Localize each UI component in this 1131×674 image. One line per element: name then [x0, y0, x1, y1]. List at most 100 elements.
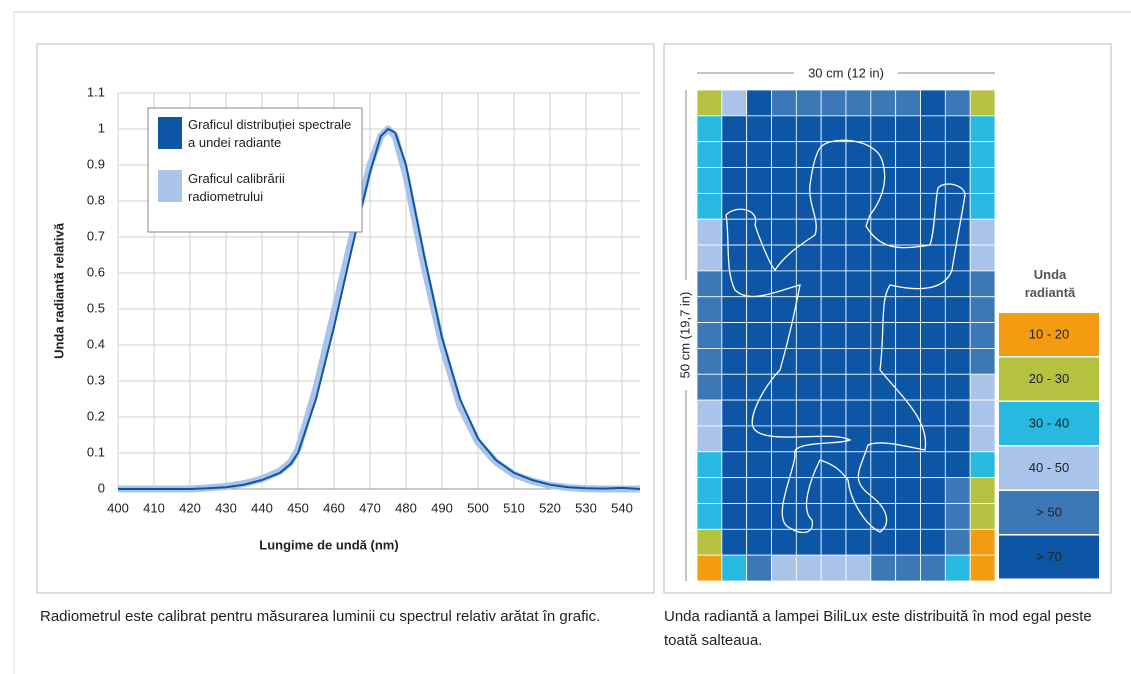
grid-cell	[945, 426, 970, 452]
grid-cell	[896, 297, 921, 323]
grid-cell	[747, 348, 772, 374]
grid-cell	[945, 555, 970, 581]
grid-cell	[697, 348, 722, 374]
grid-cell	[871, 245, 896, 271]
grid-cell	[945, 323, 970, 349]
grid-cell	[945, 193, 970, 219]
grid-cell	[871, 271, 896, 297]
grid-cell	[796, 374, 821, 400]
caption: Unda radiantă a lampei BiliLux este dist…	[664, 605, 1109, 653]
grid-cell	[772, 323, 797, 349]
grid-cell	[871, 219, 896, 245]
grid-cell	[747, 168, 772, 194]
grid-cell	[796, 116, 821, 142]
legend-swatch	[158, 170, 182, 202]
grid-cell	[697, 529, 722, 555]
grid-cell	[747, 478, 772, 504]
grid-cell	[970, 529, 995, 555]
grid-cell	[697, 426, 722, 452]
grid-cell	[772, 219, 797, 245]
y-tick-label: 0.1	[87, 444, 105, 459]
x-tick-label: 450	[287, 500, 309, 515]
grid-cell	[970, 374, 995, 400]
grid-cell	[796, 426, 821, 452]
grid-cell	[747, 555, 772, 581]
grid-cell	[846, 245, 871, 271]
grid-cell	[871, 400, 896, 426]
grid-cell	[747, 323, 772, 349]
x-axis-label: Lungime de undă (nm)	[259, 537, 398, 552]
grid-cell	[821, 193, 846, 219]
x-tick-label: 420	[179, 500, 201, 515]
grid-cell	[896, 503, 921, 529]
grid-cell	[945, 142, 970, 168]
y-tick-label: 0.3	[87, 372, 105, 387]
grid-cell	[722, 142, 747, 168]
grid-cell	[871, 555, 896, 581]
grid-cell	[747, 452, 772, 478]
grid-cell	[697, 478, 722, 504]
grid-cell	[846, 116, 871, 142]
grid-cell	[945, 297, 970, 323]
grid-cell	[697, 452, 722, 478]
grid-cell	[796, 168, 821, 194]
grid-cell	[747, 271, 772, 297]
y-tick-label: 0.2	[87, 408, 105, 423]
grid-cell	[697, 374, 722, 400]
grid-cell	[772, 245, 797, 271]
grid-cell	[945, 116, 970, 142]
x-tick-label: 440	[251, 500, 273, 515]
grid-cell	[945, 271, 970, 297]
grid-cell	[697, 245, 722, 271]
grid-cell	[945, 168, 970, 194]
grid-cell	[722, 245, 747, 271]
grid-cell	[896, 168, 921, 194]
grid-cell	[970, 478, 995, 504]
x-tick-label: 510	[503, 500, 525, 515]
grid-cell	[722, 297, 747, 323]
grid-cell	[821, 168, 846, 194]
grid-cell	[697, 168, 722, 194]
grid-cell	[796, 297, 821, 323]
grid-cell	[722, 529, 747, 555]
grid-cell	[697, 400, 722, 426]
x-tick-label: 520	[539, 500, 561, 515]
grid-cell	[921, 452, 946, 478]
grid-cell	[722, 426, 747, 452]
grid-cell	[921, 478, 946, 504]
grid-cell	[722, 323, 747, 349]
grid-cell	[796, 142, 821, 168]
grid-cell	[747, 374, 772, 400]
grid-cell	[846, 193, 871, 219]
grid-cell	[921, 426, 946, 452]
grid-cell	[945, 529, 970, 555]
grid-cell	[697, 271, 722, 297]
grid-cell	[821, 374, 846, 400]
grid-cell	[871, 193, 896, 219]
grid-cell	[846, 323, 871, 349]
grid-cell	[821, 348, 846, 374]
grid-cell	[747, 503, 772, 529]
grid-cell	[945, 348, 970, 374]
grid-cell	[921, 142, 946, 168]
height-label: 50 cm (19,7 in)	[677, 292, 692, 379]
grid-cell	[945, 503, 970, 529]
legend-label: > 70	[1036, 549, 1062, 564]
grid-cell	[896, 323, 921, 349]
grid-cell	[697, 193, 722, 219]
grid-cell	[722, 374, 747, 400]
grid-cell	[821, 529, 846, 555]
grid-cell	[722, 219, 747, 245]
grid-cell	[821, 555, 846, 581]
grid-cell	[970, 90, 995, 116]
grid-cell	[871, 529, 896, 555]
grid-cell	[846, 555, 871, 581]
grid-cell	[772, 426, 797, 452]
grid-cell	[722, 452, 747, 478]
grid-cell	[722, 348, 747, 374]
grid-cell	[921, 374, 946, 400]
grid-cell	[796, 348, 821, 374]
grid-cell	[846, 90, 871, 116]
grid-cell	[697, 503, 722, 529]
